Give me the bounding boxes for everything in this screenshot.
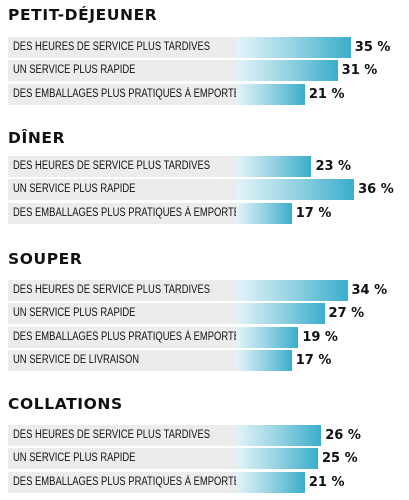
category-label: DES EMBALLAGES PLUS PRATIQUES À EMPORTER (13, 88, 236, 100)
category-label: UN SERVICE PLUS RAPIDE (13, 307, 136, 319)
bar (236, 303, 325, 324)
category-label-box: DES HEURES DE SERVICE PLUS TARDIVES (8, 425, 236, 446)
value-label: 21 % (308, 87, 345, 102)
category-label: DES HEURES DE SERVICE PLUS TARDIVES (13, 160, 211, 172)
bar-row: DES EMBALLAGES PLUS PRATIQUES À EMPORTER… (0, 203, 409, 224)
value-label: 21 % (308, 475, 345, 490)
bar-row: UN SERVICE PLUS RAPIDE 27 % (0, 303, 409, 324)
bar-row: DES HEURES DE SERVICE PLUS TARDIVES 34 % (0, 280, 409, 301)
category-label-box: UN SERVICE PLUS RAPIDE (8, 448, 236, 469)
bar-row: DES EMBALLAGES PLUS PRATIQUES À EMPORTER… (0, 84, 409, 105)
category-label-box: UN SERVICE PLUS RAPIDE (8, 60, 236, 81)
section-title: SOUPER (8, 250, 83, 268)
bar (236, 425, 322, 446)
category-label-box: DES HEURES DE SERVICE PLUS TARDIVES (8, 156, 236, 177)
value-label: 19 % (302, 330, 338, 345)
bar (236, 350, 292, 371)
value-label: 26 % (325, 428, 361, 443)
category-label-box: DES HEURES DE SERVICE PLUS TARDIVES (8, 280, 236, 301)
category-label: DES HEURES DE SERVICE PLUS TARDIVES (13, 429, 211, 441)
category-label: DES EMBALLAGES PLUS PRATIQUES À EMPORTER (13, 207, 236, 219)
category-label-box: DES EMBALLAGES PLUS PRATIQUES À EMPORTER (8, 203, 236, 224)
value-label: 17 % (295, 206, 332, 221)
value-label: 31 % (341, 63, 378, 78)
value-label: 35 % (354, 40, 391, 55)
bar (236, 327, 299, 348)
bar (236, 179, 355, 200)
bar (236, 84, 305, 105)
bar-row: DES HEURES DE SERVICE PLUS TARDIVES 35 % (0, 37, 409, 58)
category-label: UN SERVICE DE LIVRAISON (13, 354, 140, 366)
bar-row: UN SERVICE PLUS RAPIDE 25 % (0, 448, 409, 469)
category-label: UN SERVICE PLUS RAPIDE (13, 452, 136, 464)
bar-row: DES EMBALLAGES PLUS PRATIQUES À EMPORTER… (0, 472, 409, 493)
bar-row: DES EMBALLAGES PLUS PRATIQUES À EMPORTER… (0, 327, 409, 348)
bar-row: UN SERVICE PLUS RAPIDE 36 % (0, 179, 409, 200)
value-label: 27 % (328, 306, 365, 321)
category-label-box: DES EMBALLAGES PLUS PRATIQUES À EMPORTER (8, 84, 236, 105)
bar (236, 472, 305, 493)
value-label: 25 % (322, 451, 358, 466)
value-label: 23 % (315, 159, 352, 174)
value-label: 17 % (295, 353, 332, 368)
category-label: DES HEURES DE SERVICE PLUS TARDIVES (13, 41, 211, 53)
value-label: 34 % (351, 283, 388, 298)
category-label-box: UN SERVICE PLUS RAPIDE (8, 179, 236, 200)
bar-row: UN SERVICE DE LIVRAISON 17 % (0, 350, 409, 371)
bar (236, 156, 312, 177)
category-label: UN SERVICE PLUS RAPIDE (13, 64, 136, 76)
bar (236, 448, 318, 469)
category-label: UN SERVICE PLUS RAPIDE (13, 183, 136, 195)
section-title: DÎNER (8, 129, 66, 147)
bar (236, 60, 338, 81)
category-label-box: UN SERVICE DE LIVRAISON (8, 350, 236, 371)
category-label: DES EMBALLAGES PLUS PRATIQUES À EMPORTER (13, 331, 236, 343)
section-title: COLLATIONS (8, 395, 123, 413)
bar-row: UN SERVICE PLUS RAPIDE 31 % (0, 60, 409, 81)
value-label: 36 % (358, 182, 394, 197)
bar (236, 203, 292, 224)
bar (236, 280, 348, 301)
bar-row: DES HEURES DE SERVICE PLUS TARDIVES 23 % (0, 156, 409, 177)
category-label-box: DES EMBALLAGES PLUS PRATIQUES À EMPORTER (8, 472, 236, 493)
category-label: DES HEURES DE SERVICE PLUS TARDIVES (13, 284, 211, 296)
category-label-box: UN SERVICE PLUS RAPIDE (8, 303, 236, 324)
category-label-box: DES HEURES DE SERVICE PLUS TARDIVES (8, 37, 236, 58)
bar-row: DES HEURES DE SERVICE PLUS TARDIVES 26 % (0, 425, 409, 446)
section-title: PETIT-DÉJEUNER (8, 6, 158, 24)
bar (236, 37, 351, 58)
category-label: DES EMBALLAGES PLUS PRATIQUES À EMPORTER (13, 476, 236, 488)
category-label-box: DES EMBALLAGES PLUS PRATIQUES À EMPORTER (8, 327, 236, 348)
